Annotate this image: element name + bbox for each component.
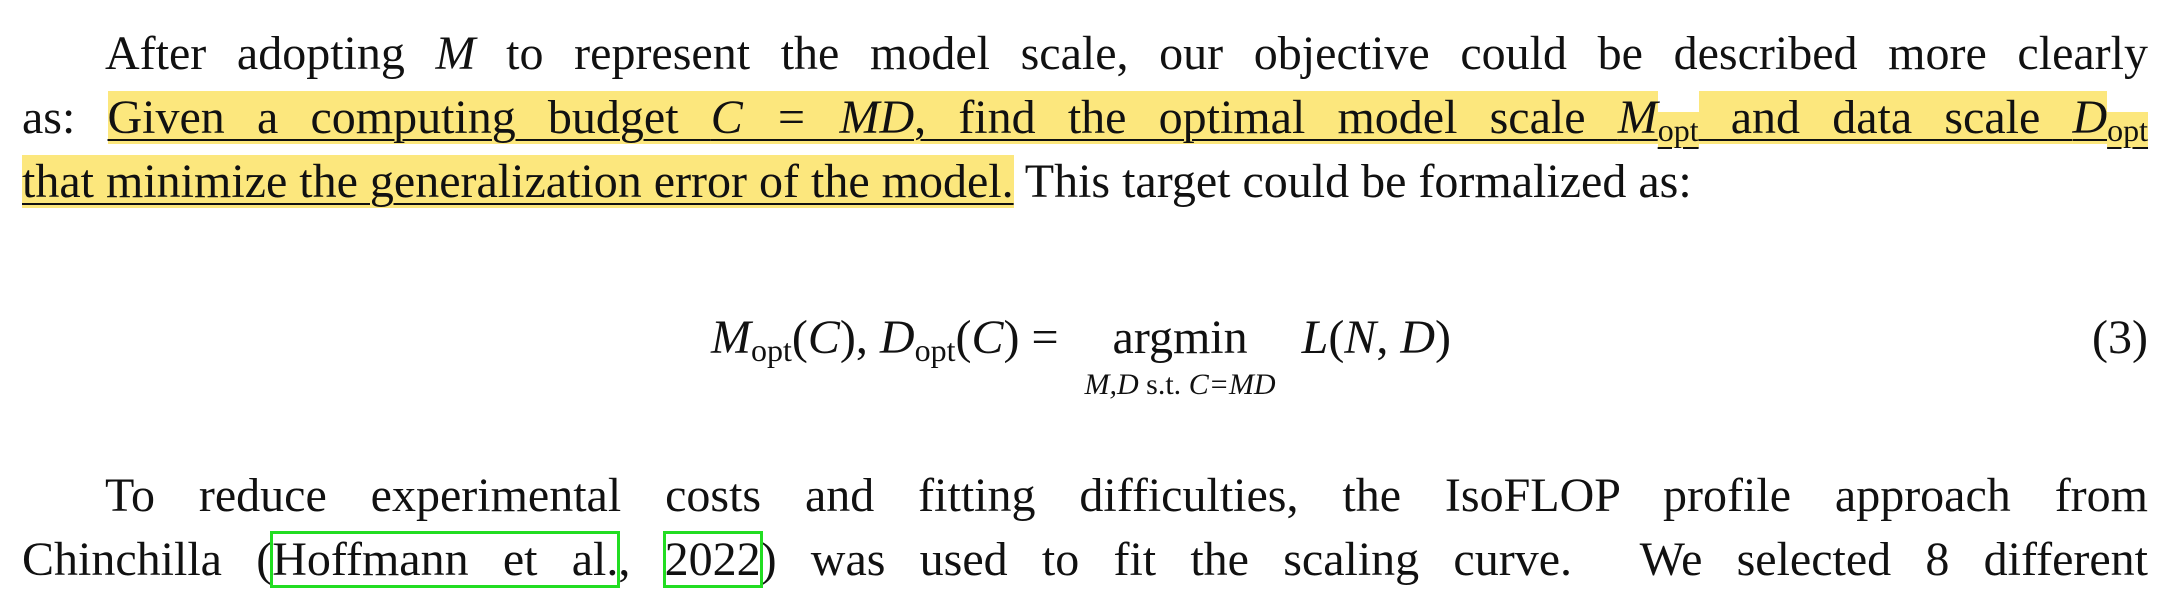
text-run: s.t. — [1138, 368, 1189, 401]
text-run: C = MD — [710, 91, 915, 144]
equation-number: (3) — [2092, 311, 2148, 364]
text-run: C — [971, 311, 1004, 364]
text-run: M — [435, 27, 476, 80]
citation-link[interactable]: 2022 — [662, 531, 763, 588]
text-run: L — [1301, 311, 1329, 364]
text-run: ( — [955, 311, 972, 364]
subscript: opt — [1657, 112, 1699, 148]
text-run: Given a computing budget — [107, 91, 711, 144]
text-run: ( — [1328, 311, 1345, 364]
text-run: D — [1400, 311, 1435, 364]
text-line: After adopting M to represent the model … — [22, 22, 2148, 86]
text-run: To reduce experimental costs and fitting… — [105, 469, 2148, 522]
subscript: opt — [914, 332, 956, 368]
paragraph: To reduce experimental costs and fitting… — [22, 464, 2148, 592]
text-run: D — [2072, 91, 2108, 144]
citation-link[interactable]: Hoffmann et al. — [270, 531, 621, 588]
text-line: To reduce experimental costs and fitting… — [22, 464, 2148, 528]
operator: argmin — [1112, 311, 1248, 364]
text-run: After adopting — [105, 27, 436, 80]
equation-lhs: Mopt(C), Dopt(C) = — [711, 306, 1058, 382]
text-run: M,D — [1084, 368, 1139, 401]
text-run: and data scale — [1698, 91, 2073, 144]
text-run: D — [879, 311, 915, 364]
argmin-operator: argmin M,D s.t. C=MD — [1085, 306, 1276, 400]
equation: Mopt(C), Dopt(C) = argmin M,D s.t. C=MD … — [711, 306, 1451, 400]
text-line: Chinchilla (Hoffmann et al., 2022) was u… — [22, 528, 2148, 592]
text-run: M — [1617, 91, 1658, 144]
paragraph: After adopting M to represent the model … — [22, 22, 2149, 214]
text-line: as: Given a computing budget C = MD, fin… — [22, 86, 2149, 150]
text-run: N — [1344, 311, 1377, 364]
text-run: ), — [839, 311, 880, 364]
text-run: ( — [791, 311, 808, 364]
text-run: , find the optimal model scale — [914, 91, 1618, 144]
text-run: to represent the model scale, our object… — [475, 27, 2149, 80]
text-line: that minimize the generalization error o… — [22, 150, 2148, 214]
text-run: ) was used to fit the scaling curve. We … — [760, 533, 2149, 586]
operator-limit: M,D s.t. C=MD — [1085, 370, 1276, 400]
text-run: M — [711, 311, 752, 364]
subscript: opt — [751, 332, 792, 368]
text-run: ) — [1434, 311, 1451, 364]
text-run: C=MD — [1188, 368, 1276, 401]
text-run: , — [1376, 311, 1401, 364]
text-run: This target could be formalized as: — [1013, 155, 1692, 208]
text-run: that minimize the generalization error o… — [22, 155, 1014, 208]
equation-rhs: L(N, D) — [1302, 306, 1451, 370]
text-run: as: — [22, 91, 108, 144]
text-run: ) = — [1003, 311, 1059, 364]
text-run: , — [618, 533, 665, 586]
subscript: opt — [2107, 112, 2149, 148]
text-run: Chinchilla ( — [22, 533, 273, 586]
text-run: C — [807, 311, 840, 364]
